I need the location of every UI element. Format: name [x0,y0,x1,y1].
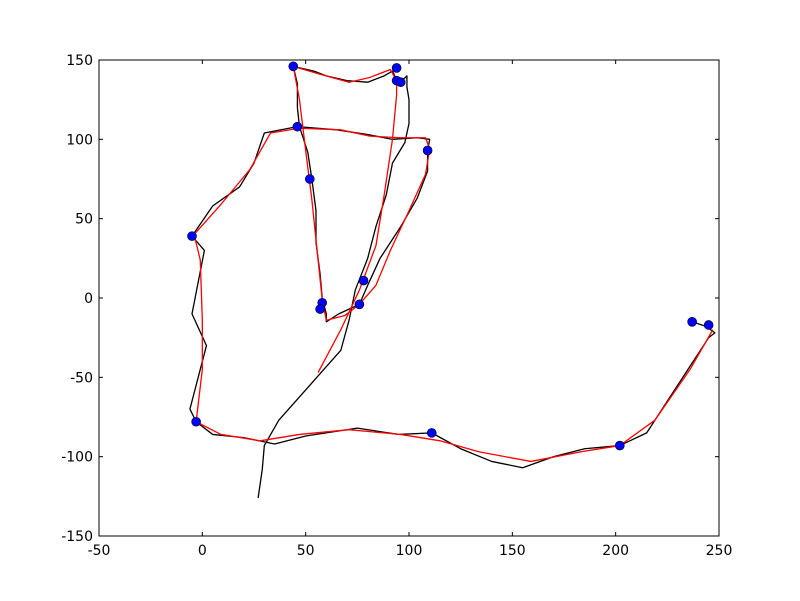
x-tick-label: 200 [602,543,629,559]
point [422,145,433,156]
x-tick-label: 0 [198,543,207,559]
marks [187,61,716,499]
point [358,275,369,286]
point [288,61,299,72]
point [292,121,303,132]
x-tick-label: 50 [297,543,315,559]
y-tick-label: 100 [66,132,93,148]
point [354,299,365,310]
point [304,174,315,184]
point [703,320,714,330]
point [391,63,402,73]
series-line [189,65,716,499]
point [395,77,406,88]
series-line [193,65,714,463]
point [426,428,437,438]
plot-area [99,60,719,536]
x-tick-label: 150 [499,543,526,559]
y-tick-label: 150 [66,53,93,69]
point [187,231,197,241]
point [687,316,697,327]
point [315,304,325,314]
y-tick-label: -150 [61,529,93,545]
x-tick-label: 100 [396,543,423,559]
point [614,440,625,451]
y-tick-label: 0 [84,291,93,307]
axes: -50 0 50 100 150 200 250 -150 -100 -50 0 50 100 150 [61,53,732,559]
point [191,416,201,427]
x-tick-label: 250 [706,543,733,559]
x-tick-label: -50 [88,543,111,559]
y-tick-label: 50 [75,212,93,228]
y-tick-label: -100 [61,450,93,466]
y-tick-label: -50 [70,370,93,386]
